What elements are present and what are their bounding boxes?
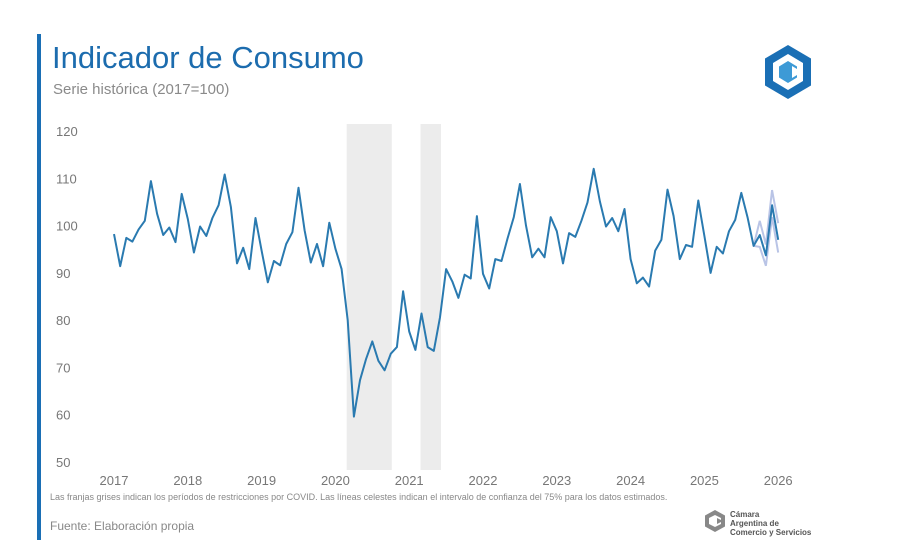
x-tick-label: 2026 — [764, 473, 793, 488]
x-tick-label: 2018 — [173, 473, 202, 488]
y-tick-label: 100 — [56, 219, 78, 234]
y-tick-label: 120 — [56, 124, 78, 139]
y-tick-label: 80 — [56, 313, 70, 328]
y-tick-label: 90 — [56, 266, 70, 281]
x-tick-label: 2025 — [690, 473, 719, 488]
x-tick-label: 2022 — [469, 473, 498, 488]
accent-bar — [37, 34, 41, 540]
org-name-line: Argentina de — [730, 519, 779, 528]
y-tick-label: 60 — [56, 408, 70, 423]
x-tick-label: 2021 — [395, 473, 424, 488]
logo — [765, 45, 811, 99]
x-tick-label: 2020 — [321, 473, 350, 488]
y-tick-label: 110 — [56, 171, 77, 186]
org-name: Cámara Argentina de Comercio y Servicios — [730, 510, 811, 537]
chart-footnote: Las franjas grises indican los períodos … — [50, 492, 668, 502]
y-tick-label: 50 — [56, 455, 70, 470]
org-name-line: Comercio y Servicios — [730, 528, 812, 537]
x-axis: 2017 2018 2019 2020 2021 2022 2023 2024 2025 2026 — [100, 473, 793, 488]
covid-band — [346, 124, 392, 470]
confidence-interval — [752, 189, 780, 267]
x-tick-label: 2023 — [542, 473, 571, 488]
page-title: Indicador de Consumo — [52, 40, 364, 75]
series-line — [113, 167, 780, 418]
ci-lower-line — [753, 216, 780, 267]
page-subtitle: Serie histórica (2017=100) — [53, 81, 230, 98]
org-name-line: Cámara — [730, 510, 760, 519]
x-tick-label: 2019 — [247, 473, 276, 488]
ci-upper-line — [752, 189, 780, 247]
x-tick-label: 2017 — [100, 473, 129, 488]
covid-bands — [346, 124, 441, 470]
source-label: Fuente: Elaboración propia — [50, 519, 195, 533]
y-tick-label: 70 — [56, 360, 70, 375]
covid-band — [420, 124, 441, 470]
y-axis: 50 60 70 80 90 100 110 120 — [56, 124, 78, 470]
x-tick-label: 2024 — [616, 473, 645, 488]
org-logo-icon — [705, 510, 725, 532]
